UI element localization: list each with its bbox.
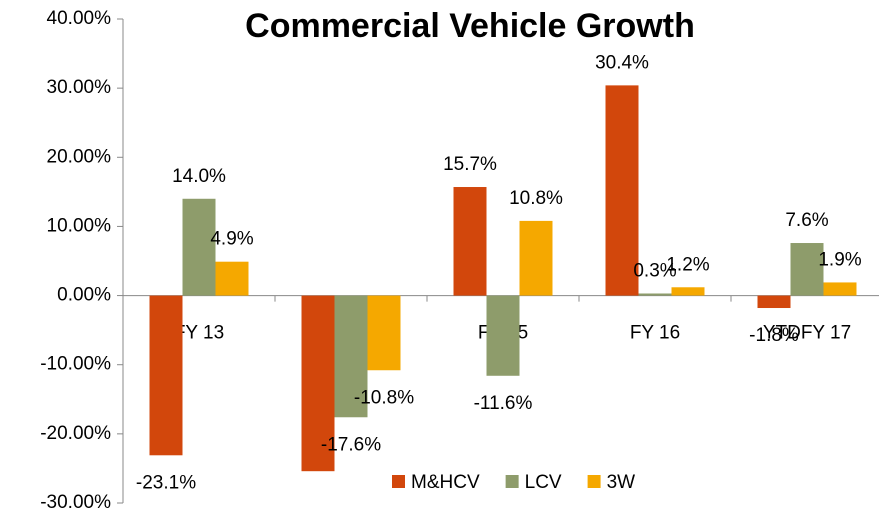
bar <box>519 220 553 296</box>
x-tick-label: YTDFY 17 <box>763 323 851 344</box>
y-tick-label: -20.00% <box>40 423 111 444</box>
legend-label: M&HCV <box>411 472 480 493</box>
data-label: -17.6% <box>321 434 381 455</box>
x-tick-label: FY 13 <box>174 323 224 344</box>
legend-swatch <box>392 475 405 488</box>
x-tick-label: FY 16 <box>630 323 680 344</box>
legend-label: LCV <box>525 472 562 493</box>
bar <box>823 282 857 296</box>
y-tick-label: 10.00% <box>47 215 112 236</box>
bar <box>367 295 401 371</box>
data-label: 10.8% <box>509 188 563 209</box>
legend-label: 3W <box>607 472 636 493</box>
data-label: -23.1% <box>136 472 196 493</box>
legend-swatch <box>587 475 601 488</box>
bar <box>182 198 216 296</box>
data-label: 14.0% <box>172 166 226 187</box>
chart-title: Commercial Vehicle Growth <box>245 7 695 45</box>
y-tick-label: 20.00% <box>47 146 112 167</box>
data-label: 1.2% <box>666 254 709 275</box>
bar <box>605 85 639 296</box>
bar <box>757 295 791 309</box>
bar <box>301 295 335 472</box>
bar <box>671 287 705 296</box>
y-tick-label: -10.00% <box>40 354 111 375</box>
bar <box>334 295 368 418</box>
data-label: 30.4% <box>595 52 649 73</box>
data-label: 7.6% <box>785 210 828 231</box>
data-label: 4.9% <box>210 229 253 250</box>
bar <box>638 293 672 296</box>
bar <box>486 295 520 376</box>
y-tick-label: 40.00% <box>47 8 112 29</box>
bar <box>149 295 183 456</box>
data-label: -11.6% <box>474 393 533 414</box>
y-tick-label: -30.00% <box>40 492 111 513</box>
bar <box>790 243 824 296</box>
data-label: 15.7% <box>443 154 497 175</box>
y-tick-label: 30.00% <box>47 77 112 98</box>
bar <box>215 261 249 296</box>
data-label: 0.3% <box>633 261 676 282</box>
y-tick-label: 0.00% <box>57 285 111 306</box>
data-label: 1.9% <box>818 249 861 270</box>
legend-swatch <box>505 475 519 488</box>
bar <box>453 187 487 296</box>
data-label: -10.8% <box>354 387 414 408</box>
data-label: -1.8% <box>749 325 799 346</box>
